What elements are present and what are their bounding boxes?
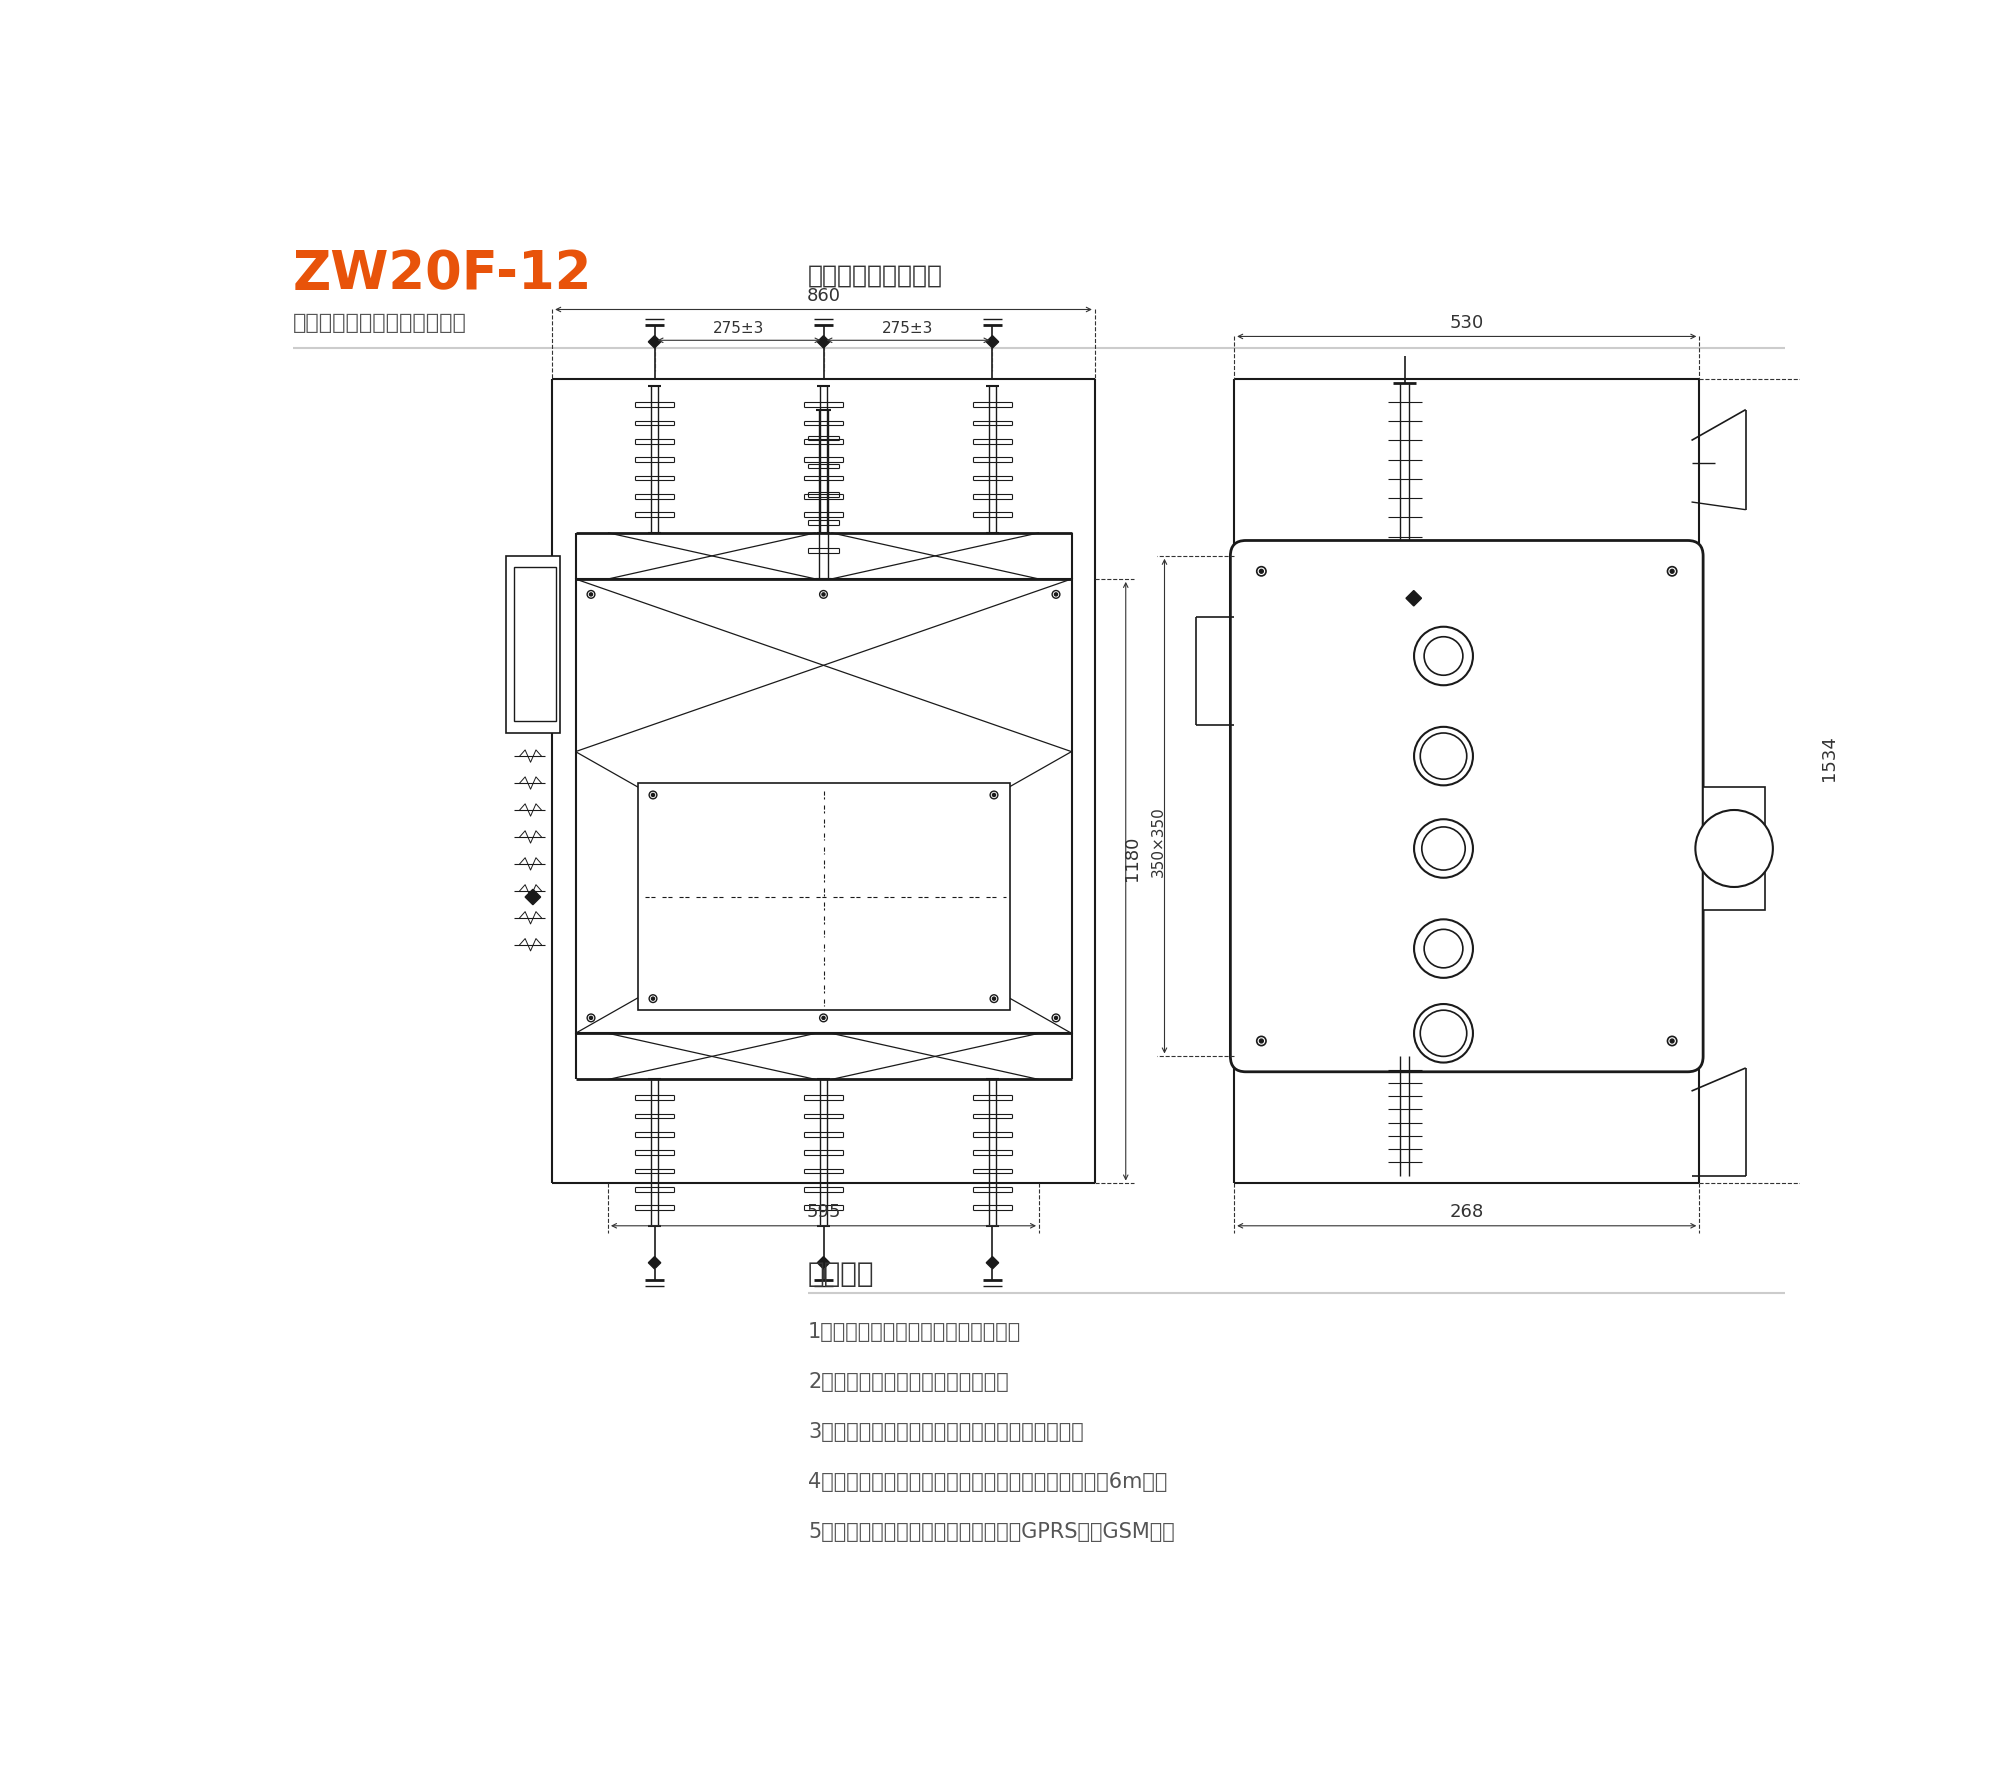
Circle shape — [1424, 929, 1462, 968]
Text: 275±3: 275±3 — [714, 320, 764, 336]
Circle shape — [990, 995, 998, 1002]
Circle shape — [652, 794, 654, 796]
Bar — [576, 579, 1072, 1032]
Circle shape — [1052, 590, 1060, 599]
Circle shape — [1054, 1016, 1058, 1020]
Bar — [638, 784, 1010, 1009]
Polygon shape — [986, 336, 998, 348]
Circle shape — [1256, 567, 1266, 576]
Circle shape — [1054, 594, 1058, 595]
Circle shape — [590, 594, 592, 595]
Text: ZW20F-12: ZW20F-12 — [292, 247, 592, 300]
Circle shape — [1260, 569, 1264, 574]
Bar — [506, 556, 560, 732]
Circle shape — [588, 590, 594, 599]
Text: 860: 860 — [806, 286, 840, 306]
Circle shape — [1414, 919, 1472, 977]
Text: 外形尺寸与安装尺寸: 外形尺寸与安装尺寸 — [808, 263, 944, 288]
Polygon shape — [986, 1256, 998, 1269]
Polygon shape — [818, 1256, 830, 1269]
Text: 530: 530 — [1450, 315, 1484, 332]
Circle shape — [1670, 1040, 1674, 1043]
Text: 3、是否配置外置式电压互感器（操作电源用）。: 3、是否配置外置式电压互感器（操作电源用）。 — [808, 1422, 1084, 1443]
Circle shape — [1422, 826, 1466, 871]
Text: 1534: 1534 — [1820, 736, 1838, 782]
Circle shape — [1668, 567, 1676, 576]
FancyBboxPatch shape — [1230, 540, 1704, 1072]
Circle shape — [1052, 1015, 1060, 1022]
Circle shape — [652, 997, 654, 1000]
Circle shape — [820, 590, 828, 599]
Circle shape — [822, 594, 826, 595]
Bar — [1704, 787, 1766, 910]
Text: 350×350: 350×350 — [1150, 807, 1166, 876]
Circle shape — [650, 791, 656, 800]
Text: 订货须知: 订货须知 — [808, 1260, 874, 1288]
Polygon shape — [648, 336, 660, 348]
Circle shape — [1420, 732, 1466, 778]
Circle shape — [1424, 636, 1462, 675]
Text: 268: 268 — [1450, 1203, 1484, 1221]
Circle shape — [650, 995, 656, 1002]
Circle shape — [1414, 1004, 1472, 1063]
Polygon shape — [818, 336, 830, 348]
Bar — [514, 567, 556, 721]
Circle shape — [820, 1015, 828, 1022]
Text: 1、产品型号、名称、数量及交货期。: 1、产品型号、名称、数量及交货期。 — [808, 1322, 1022, 1342]
Text: 2、电流互感器变比、精度及数量。: 2、电流互感器变比、精度及数量。 — [808, 1372, 1008, 1391]
Circle shape — [822, 1016, 826, 1020]
Circle shape — [1414, 627, 1472, 686]
Circle shape — [1414, 727, 1472, 785]
Text: 1180: 1180 — [1122, 835, 1140, 881]
Polygon shape — [648, 1256, 660, 1269]
Circle shape — [1670, 569, 1674, 574]
Text: 5、控制器型号、功能配制（普通、带GPRS、带GSM）。: 5、控制器型号、功能配制（普通、带GPRS、带GSM）。 — [808, 1523, 1174, 1542]
Circle shape — [590, 1016, 592, 1020]
Circle shape — [992, 794, 996, 796]
Polygon shape — [526, 888, 540, 904]
Text: 4、控制电缆长度有无特殊要求（常规出厂配制长度为6m）。: 4、控制电缆长度有无特殊要求（常规出厂配制长度为6m）。 — [808, 1471, 1168, 1493]
Circle shape — [1668, 1036, 1676, 1045]
Circle shape — [1414, 819, 1472, 878]
Circle shape — [1256, 1036, 1266, 1045]
Text: 595: 595 — [806, 1203, 840, 1221]
Polygon shape — [1406, 590, 1422, 606]
Text: 户外高压交流分界真空断路器: 户外高压交流分界真空断路器 — [292, 313, 466, 334]
Circle shape — [1696, 810, 1772, 887]
Circle shape — [588, 1015, 594, 1022]
Circle shape — [992, 997, 996, 1000]
Circle shape — [1260, 1040, 1264, 1043]
Circle shape — [1420, 1009, 1466, 1056]
Text: 275±3: 275±3 — [882, 320, 934, 336]
Circle shape — [990, 791, 998, 800]
